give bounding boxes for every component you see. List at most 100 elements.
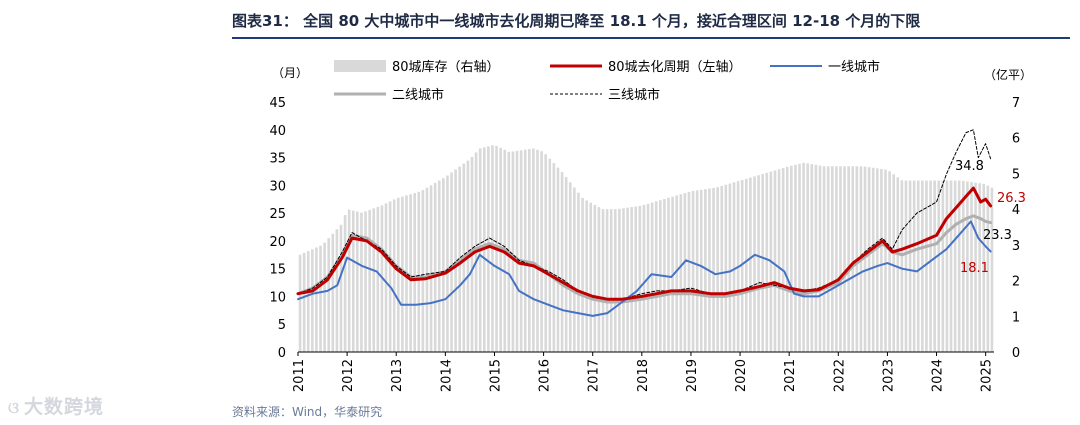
inventory-bar <box>540 151 543 352</box>
inventory-bar <box>511 151 515 352</box>
inventory-bar <box>343 215 347 352</box>
inventory-bar <box>376 206 380 352</box>
inventory-bar <box>568 182 572 352</box>
inventory-bar <box>753 176 756 352</box>
x-tick-label: 2020 <box>734 359 749 392</box>
inventory-bar <box>732 182 736 352</box>
inventory-bar <box>634 206 638 352</box>
x-tick-label: 2013 <box>390 359 405 392</box>
left-tick-label: 45 <box>269 96 286 111</box>
inventory-bar <box>523 149 527 352</box>
inventory-bar <box>585 200 588 352</box>
inventory-bar <box>839 166 842 352</box>
inventory-bar <box>720 185 724 352</box>
inventory-bar <box>884 169 887 352</box>
inventory-bar <box>552 163 556 352</box>
left-tick-label: 10 <box>269 290 286 305</box>
inventory-bar <box>695 190 699 352</box>
inventory-bar <box>630 207 633 352</box>
inventory-bar <box>356 211 359 352</box>
end-labels: 34.8 26.3 23.3 18.1 <box>955 159 1026 276</box>
inventory-bar <box>323 242 326 352</box>
left-tick-label: 15 <box>269 263 286 278</box>
inventory-bar <box>560 172 564 352</box>
inventory-bar <box>871 167 875 352</box>
right-axis-unit: （亿平） <box>984 67 1032 82</box>
inventory-bar <box>916 180 920 352</box>
right-tick-label: 6 <box>1012 132 1020 147</box>
x-tick-label: 2015 <box>489 359 504 392</box>
right-tick-label: 0 <box>1012 346 1020 361</box>
left-tick-label: 40 <box>269 124 286 139</box>
inventory-bar <box>433 182 437 352</box>
inventory-bar <box>941 180 945 352</box>
inventory-bar <box>888 171 891 352</box>
inventory-bar <box>761 174 764 352</box>
inventory-bar <box>892 174 895 352</box>
inventory-bar <box>765 172 769 352</box>
legend-label: 一线城市 <box>828 59 880 75</box>
watermark-logo-icon: ଓ <box>8 398 21 417</box>
right-tick-label: 2 <box>1012 275 1020 290</box>
left-tick-label: 25 <box>269 207 286 222</box>
inventory-bar <box>949 180 953 352</box>
inventory-bar <box>544 154 547 352</box>
inventory-bar <box>945 180 949 352</box>
inventory-bar <box>442 178 445 352</box>
inventory-bar <box>749 177 752 352</box>
inventory-bar <box>597 207 601 352</box>
inventory-bar <box>532 148 535 352</box>
inventory-bar <box>904 180 908 352</box>
inventory-bar <box>306 251 310 352</box>
end-label: 18.1 <box>960 261 989 276</box>
inventory-bar <box>319 245 322 352</box>
inventory-bar <box>327 238 331 352</box>
inventory-bar <box>384 203 388 352</box>
inventory-bar <box>577 192 580 352</box>
legend-label: 80城去化周期（左轴） <box>608 60 742 75</box>
inventory-bar <box>818 165 822 352</box>
inventory-bar <box>581 197 584 352</box>
title-underline <box>232 37 1070 39</box>
inventory-bar <box>798 163 801 352</box>
inventory-bar <box>589 202 593 352</box>
inventory-bar <box>794 164 797 352</box>
inventory-bar <box>876 168 879 352</box>
inventory-bar <box>699 189 703 352</box>
inventory-bar <box>351 210 355 352</box>
inventory-bar <box>757 175 760 352</box>
inventory-bar <box>311 249 314 352</box>
inventory-bar <box>368 209 371 352</box>
right-tick-label: 7 <box>1012 96 1020 111</box>
legend-swatch <box>334 60 386 72</box>
inventory-bar <box>970 182 973 352</box>
watermark: ଓ 大数跨境 <box>8 392 104 419</box>
inventory-bar <box>515 150 519 352</box>
end-label: 26.3 <box>997 191 1026 206</box>
inventory-bar <box>740 179 744 352</box>
x-tick-label: 2024 <box>931 359 946 392</box>
inventory-bar <box>339 224 343 352</box>
inventory-bar <box>679 194 683 352</box>
inventory-bar <box>929 180 932 352</box>
inventory-bar <box>397 197 400 352</box>
inventory-bar <box>777 169 781 352</box>
inventory-bar <box>925 180 928 352</box>
inventory-bar <box>642 204 646 352</box>
inventory-bar <box>302 252 306 352</box>
series-lines <box>296 129 993 317</box>
inventory-bar <box>392 199 396 352</box>
inventory-bar <box>519 150 523 352</box>
inventory-bar <box>601 209 605 352</box>
inventory-bar <box>609 209 613 352</box>
inventory-bar <box>814 164 818 352</box>
inventory-bar <box>851 166 855 352</box>
right-tick-label: 1 <box>1012 310 1020 325</box>
inventory-bar <box>450 172 453 352</box>
inventory-bar <box>896 177 900 352</box>
x-tick-label: 2025 <box>980 359 995 392</box>
inventory-bar <box>806 163 810 352</box>
x-tick-label: 2019 <box>685 359 700 392</box>
inventory-bar <box>613 209 617 352</box>
inventory-bar <box>446 175 449 352</box>
